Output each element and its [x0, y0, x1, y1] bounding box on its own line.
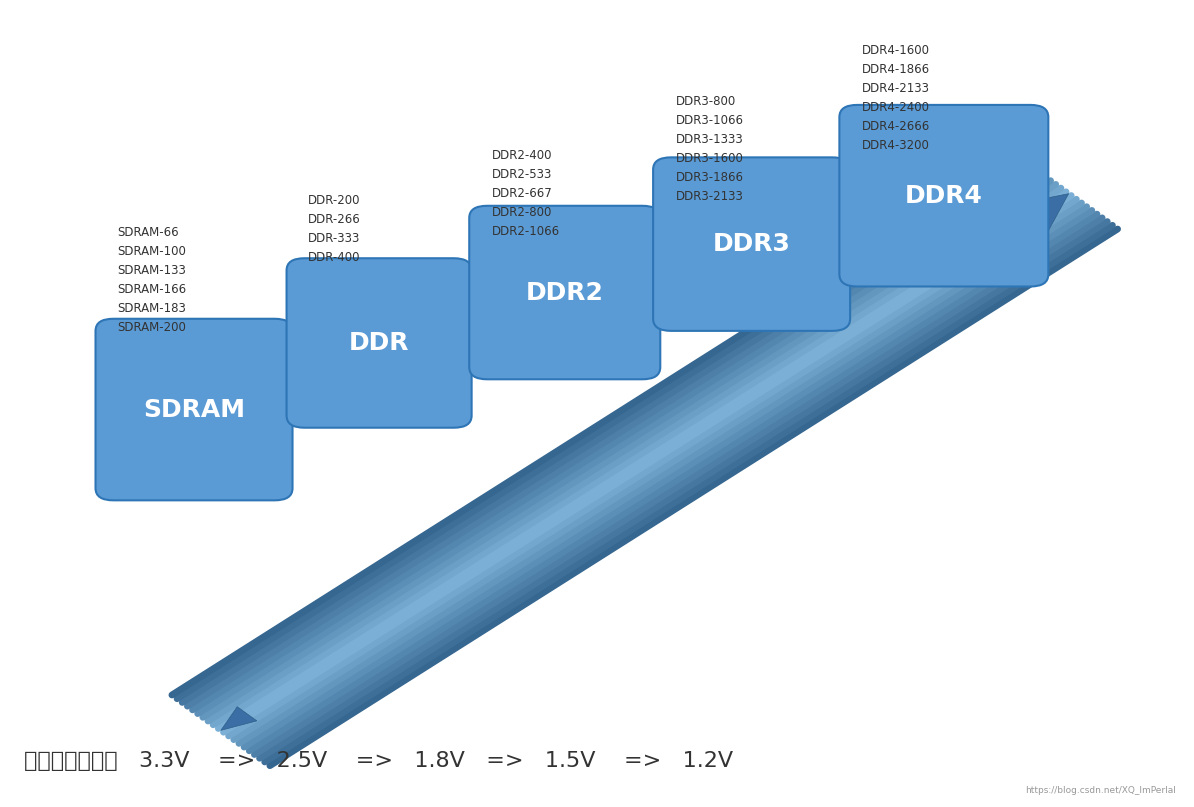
Polygon shape	[221, 707, 257, 730]
Text: DDR-200
DDR-266
DDR-333
DDR-400: DDR-200 DDR-266 DDR-333 DDR-400	[308, 194, 361, 264]
Text: https://blog.csdn.net/XQ_ImPerIal: https://blog.csdn.net/XQ_ImPerIal	[1026, 786, 1176, 795]
Text: 输入输出电压：   3.3V    =>   2.5V    =>   1.8V   =>   1.5V    =>   1.2V: 输入输出电压： 3.3V => 2.5V => 1.8V => 1.5V => …	[24, 751, 733, 771]
Text: DDR4: DDR4	[905, 184, 983, 207]
Text: SDRAM-66
SDRAM-100
SDRAM-133
SDRAM-166
SDRAM-183
SDRAM-200: SDRAM-66 SDRAM-100 SDRAM-133 SDRAM-166 S…	[117, 226, 186, 334]
FancyBboxPatch shape	[96, 319, 293, 500]
Text: DDR2-400
DDR2-533
DDR2-667
DDR2-800
DDR2-1066: DDR2-400 DDR2-533 DDR2-667 DDR2-800 DDR2…	[492, 149, 560, 238]
Text: SDRAM: SDRAM	[143, 398, 245, 421]
Text: DDR3: DDR3	[713, 232, 790, 256]
Text: DDR4-1600
DDR4-1866
DDR4-2133
DDR4-2400
DDR4-2666
DDR4-3200: DDR4-1600 DDR4-1866 DDR4-2133 DDR4-2400 …	[862, 44, 930, 153]
Text: DDR: DDR	[349, 331, 410, 355]
Text: DDR3-800
DDR3-1066
DDR3-1333
DDR3-1600
DDR3-1866
DDR3-2133: DDR3-800 DDR3-1066 DDR3-1333 DDR3-1600 D…	[676, 95, 744, 203]
FancyBboxPatch shape	[469, 206, 660, 379]
FancyBboxPatch shape	[653, 157, 850, 331]
Polygon shape	[1004, 194, 1069, 236]
FancyBboxPatch shape	[839, 105, 1048, 286]
Text: DDR2: DDR2	[525, 281, 604, 304]
FancyBboxPatch shape	[287, 258, 472, 428]
